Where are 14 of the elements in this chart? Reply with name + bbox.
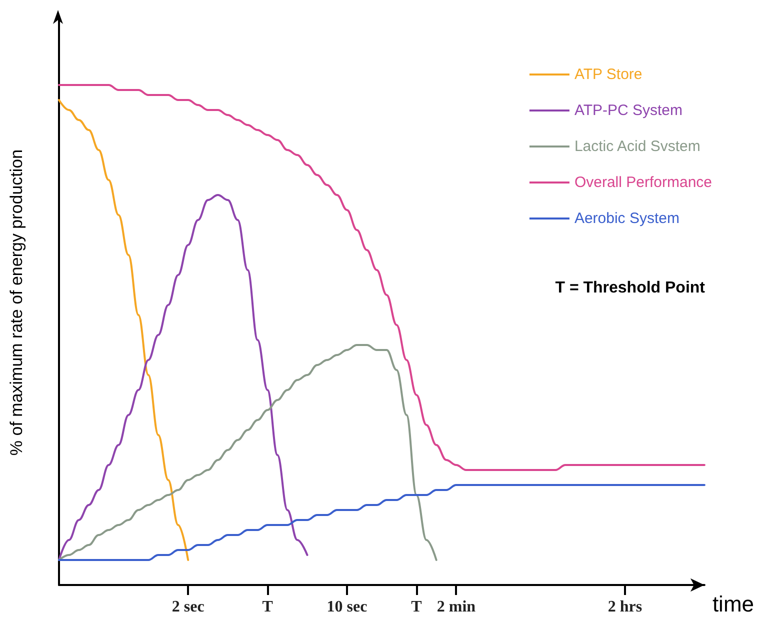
- legend-label: ATP-PC System: [574, 102, 683, 119]
- x-tick-label: 10 sec: [326, 598, 368, 616]
- legend-label: Aerobic System: [574, 210, 680, 227]
- x-tick-label: 2 hrs: [608, 598, 642, 616]
- x-tick-label: T: [262, 598, 274, 616]
- legend-label: Lactic Acid Svstem: [574, 138, 700, 155]
- legend-label: ATP Store: [574, 66, 642, 83]
- y-axis-title: % of maximum rate of energy production: [7, 149, 26, 456]
- x-axis-title: time: [712, 592, 754, 616]
- x-tick-label: 2 sec: [172, 598, 204, 616]
- annotation: T = Threshold Point: [555, 280, 706, 296]
- legend-label: Overall Performance: [574, 174, 712, 191]
- x-tick-label: 2 min: [436, 598, 476, 616]
- x-tick-label: T: [411, 598, 422, 616]
